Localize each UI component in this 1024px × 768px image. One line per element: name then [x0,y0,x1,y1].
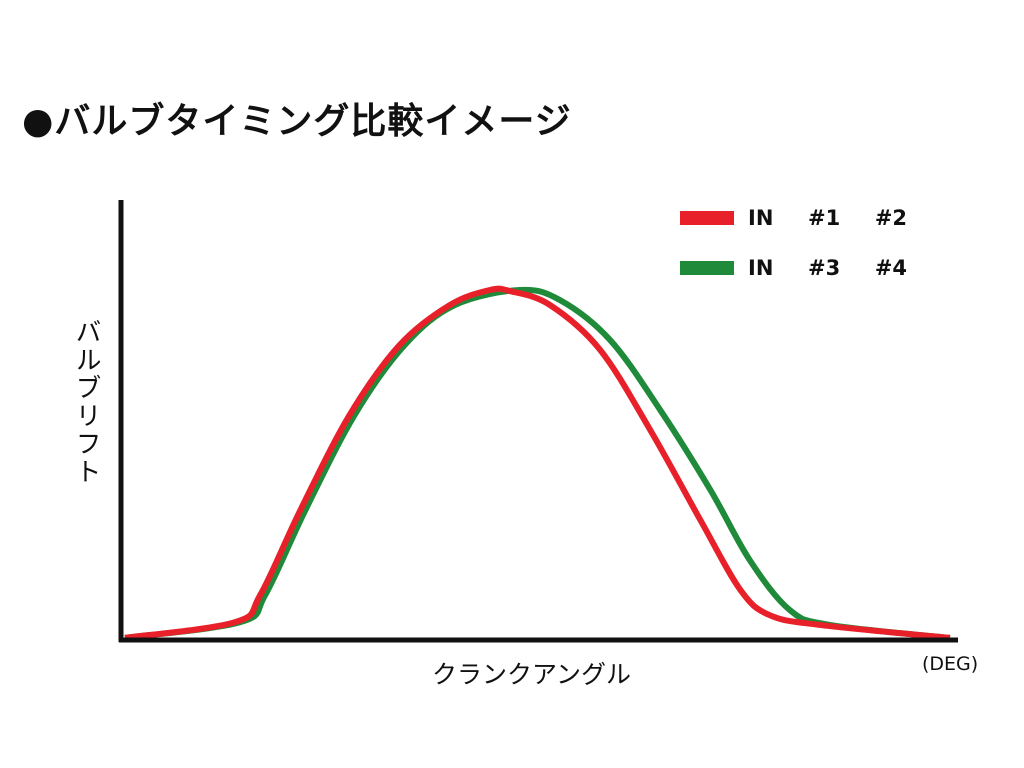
y-axis-label: バルブリフト [71,318,101,486]
series-line-in-3-4 [124,286,951,641]
legend-item-in-1-2: IN #1 #2 [680,206,907,230]
x-axis-label: クランクアングル [432,660,632,689]
chart-title: ●バルブタイミング比較イメージ [22,101,572,142]
series-line-in-1-2 [124,285,951,641]
legend-swatch-red [680,211,734,225]
x-axis-unit: (DEG) [922,653,979,675]
legend-item-in-3-4: IN #3 #4 [680,256,907,280]
legend-swatch-green [680,261,734,275]
legend-label: IN #3 #4 [748,256,908,280]
legend-label: IN #1 #2 [748,206,908,230]
